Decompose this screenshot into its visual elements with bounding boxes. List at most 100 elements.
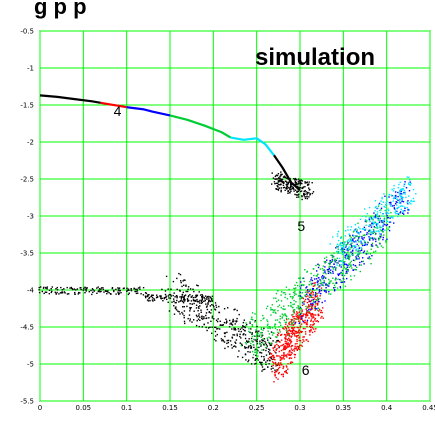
scatter-point (282, 292, 285, 294)
scatter-point (323, 261, 325, 263)
x-tick-label: 0 (38, 404, 42, 412)
scatter-point (242, 321, 245, 324)
scatter-point (281, 354, 283, 357)
scatter-point (317, 321, 319, 323)
scatter-point (187, 317, 189, 320)
scatter-point (332, 255, 334, 257)
scatter-point (261, 339, 263, 341)
scatter-point (283, 182, 285, 184)
scatter-point (152, 294, 154, 296)
scatter-point (390, 212, 392, 214)
scatter-point (286, 354, 288, 356)
scatter-point (377, 215, 380, 218)
scatter-point (350, 253, 353, 256)
scatter-point (210, 312, 212, 314)
scatter-point (306, 271, 308, 273)
scatter-point (278, 321, 280, 323)
scatter-point (407, 203, 409, 205)
scatter-point (341, 250, 344, 252)
scatter-point (195, 296, 197, 298)
scatter-point (393, 208, 396, 210)
scatter-point (304, 181, 306, 183)
scatter-point (282, 373, 284, 375)
scatter-point (305, 312, 308, 314)
scatter-point (309, 331, 311, 333)
scatter-point (409, 184, 411, 186)
scatter-point (255, 351, 257, 353)
scatter-point (397, 191, 399, 194)
scatter-point (306, 184, 309, 186)
scatter-point (306, 319, 309, 322)
scatter-point (311, 282, 313, 285)
scatter-point (371, 222, 373, 224)
scatter-point (344, 256, 346, 258)
scatter-point (324, 266, 326, 268)
scatter-point (334, 258, 336, 260)
scatter-point (229, 319, 231, 322)
scatter-point (167, 295, 169, 297)
scatter-point (196, 294, 199, 297)
scatter-point (286, 346, 288, 348)
scatter-point (308, 299, 310, 301)
scatter-point (324, 290, 326, 292)
y-tick-label: -3 (27, 213, 34, 221)
scatter-point (309, 294, 311, 296)
scatter-point (373, 251, 375, 253)
scatter-point (288, 354, 290, 356)
scatter-point (272, 332, 274, 334)
scatter-point (294, 179, 296, 181)
scatter-point (341, 260, 343, 262)
scatter-point (236, 333, 238, 335)
scatter-point (189, 307, 191, 309)
scatter-point (283, 354, 285, 356)
scatter-point (354, 224, 357, 226)
scatter-point (396, 212, 398, 215)
scatter-point (282, 327, 284, 330)
scatter-point (291, 322, 294, 324)
scatter-point (222, 324, 224, 326)
scatter-point (311, 306, 313, 308)
scatter-point (308, 192, 310, 194)
scatter-point (390, 216, 392, 218)
scatter-point (189, 308, 191, 310)
scatter-point (329, 272, 331, 274)
scatter-point (284, 315, 287, 317)
scatter-point (383, 218, 386, 220)
scatter-point (355, 256, 357, 258)
scatter-point (275, 376, 277, 379)
series-line-2 (126, 106, 171, 117)
scatter-point (382, 213, 384, 215)
scatter-point (161, 297, 163, 299)
scatter-point (70, 287, 73, 289)
scatter-point (333, 260, 336, 262)
scatter-point (345, 267, 348, 270)
scatter-point (272, 177, 275, 179)
scatter-point (197, 285, 199, 287)
scatter-point (271, 172, 273, 174)
scatter-point (317, 283, 319, 285)
scatter-point (299, 181, 302, 183)
scatter-point (291, 183, 294, 186)
scatter-point (174, 302, 176, 304)
scatter-point (335, 269, 337, 271)
scatter-point (176, 299, 178, 302)
scatter-point (193, 290, 195, 293)
scatter-point (275, 371, 278, 373)
scatter-point (194, 296, 196, 299)
scatter-point (301, 310, 303, 313)
scatter-point (388, 193, 390, 196)
scatter-point (168, 294, 170, 296)
scatter-point (374, 233, 377, 236)
scatter-point (290, 348, 293, 350)
scatter-point (244, 326, 246, 329)
scatter-point (407, 208, 409, 211)
scatter-point (253, 353, 255, 356)
scatter-point (290, 185, 292, 187)
scatter-point (400, 208, 402, 211)
scatter-point (341, 244, 343, 247)
scatter-point (401, 199, 403, 201)
scatter-point (242, 333, 244, 336)
scatter-point (197, 310, 199, 312)
scatter-point (299, 285, 301, 287)
scatter-point (382, 236, 384, 239)
